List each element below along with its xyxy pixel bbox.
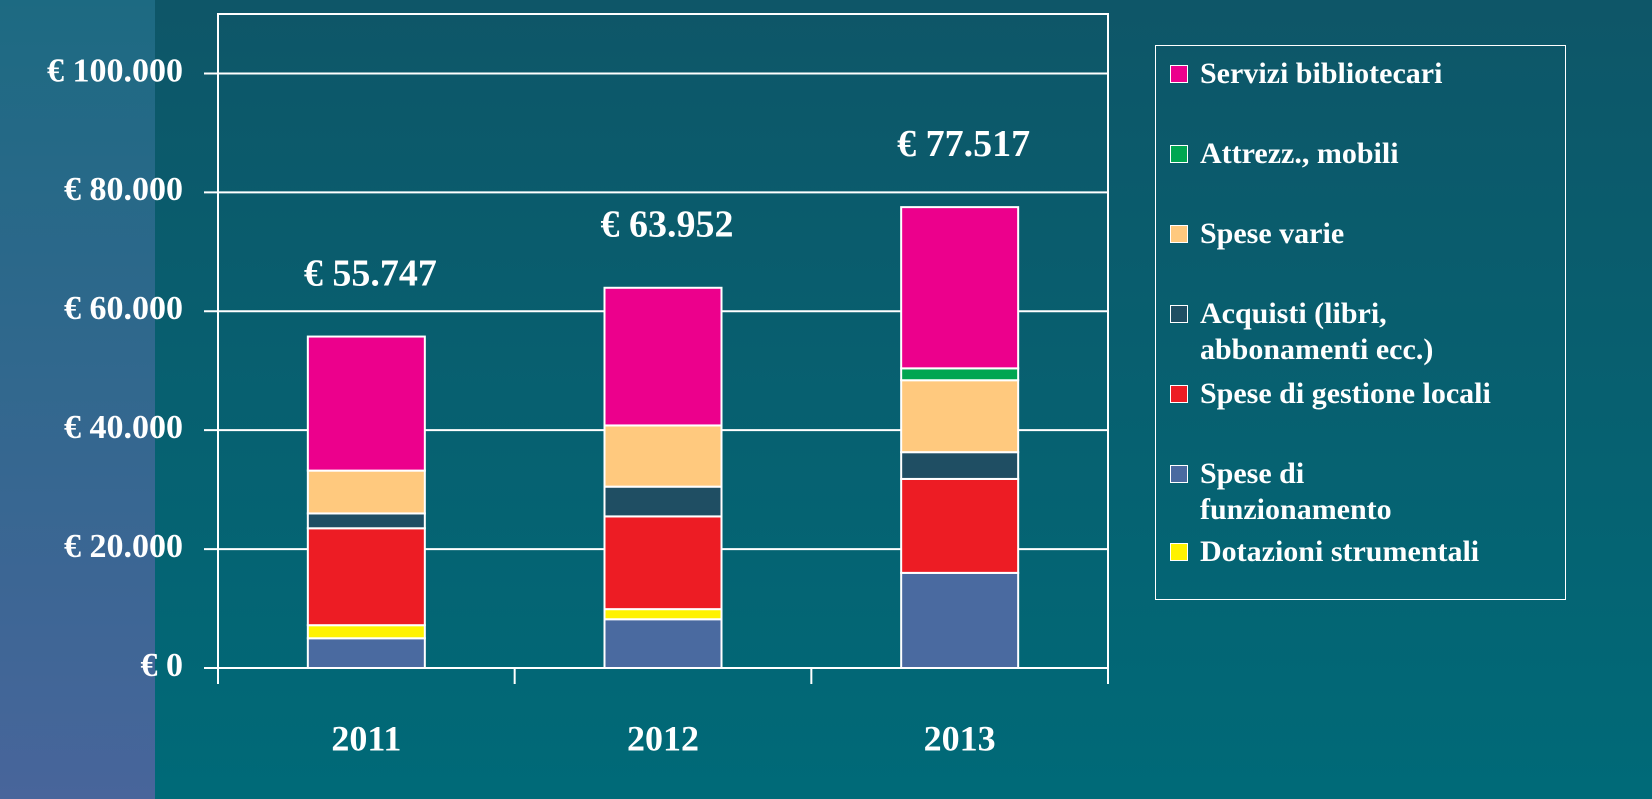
bar-segment: [603, 608, 723, 621]
bar-segment: [603, 515, 723, 611]
bar-segment: [306, 624, 426, 640]
x-tick-label: 2012: [627, 718, 699, 758]
legend-swatch: [1170, 305, 1188, 323]
bar-segment: [900, 571, 1020, 670]
side-strip: [0, 0, 155, 799]
bar-segment: [306, 335, 426, 472]
legend-swatch: [1170, 543, 1188, 561]
y-tick-label: € 100.000: [47, 52, 183, 89]
legend-label: Spese di funzionamento: [1200, 457, 1392, 526]
y-tick-label: € 40.000: [64, 409, 183, 446]
legend-swatch: [1170, 385, 1188, 403]
bar-segment: [603, 286, 723, 427]
bar-segment: [306, 527, 426, 627]
bar-segment: [603, 485, 723, 518]
bar-segment: [603, 618, 723, 669]
legend-item: Attrezz., mobili: [1170, 136, 1560, 172]
legend-label: Spese varie: [1200, 217, 1345, 250]
legend: Servizi bibliotecari Attrezz., mobili Spes…: [1155, 45, 1566, 600]
y-tick-label: € 60.000: [64, 290, 183, 327]
bar-segment: [306, 469, 426, 515]
legend-label: Acquisti (libri, abbonamenti ecc.): [1200, 297, 1434, 366]
legend-item: Acquisti (libri, abbonamenti ecc.): [1170, 296, 1560, 368]
bar-segment: [900, 379, 1020, 454]
legend-swatch: [1170, 225, 1188, 243]
legend-item: Spese di gestione locali: [1170, 376, 1560, 412]
total-label: € 77.517: [897, 123, 1030, 165]
bar-segment: [306, 637, 426, 669]
legend-label: Servizi bibliotecari: [1200, 57, 1443, 90]
bar-segment: [306, 512, 426, 530]
legend-label: Dotazioni strumentali: [1200, 535, 1480, 568]
total-label: € 63.952: [601, 203, 734, 245]
y-tick-label: € 20.000: [64, 528, 183, 565]
total-label: € 55.747: [304, 252, 437, 294]
legend-swatch: [1170, 465, 1188, 483]
legend-swatch: [1170, 65, 1188, 83]
x-tick-label: 2013: [924, 718, 996, 758]
x-tick-label: 2011: [331, 718, 401, 758]
legend-item: Dotazioni strumentali: [1170, 534, 1560, 570]
bar-segment: [900, 367, 1020, 382]
legend-swatch: [1170, 145, 1188, 163]
legend-item: Spese varie: [1170, 216, 1560, 252]
legend-item: Spese di funzionamento: [1170, 456, 1560, 528]
legend-label: Attrezz., mobili: [1200, 137, 1399, 170]
legend-item: Servizi bibliotecari: [1170, 56, 1560, 92]
bar-segment: [603, 424, 723, 488]
bar-segment: [900, 477, 1020, 574]
bar-segment: [900, 451, 1020, 480]
bar-segment: [900, 206, 1020, 370]
y-tick-label: € 0: [141, 647, 184, 684]
y-tick-label: € 80.000: [64, 171, 183, 208]
legend-label: Spese di gestione locali: [1200, 377, 1491, 410]
